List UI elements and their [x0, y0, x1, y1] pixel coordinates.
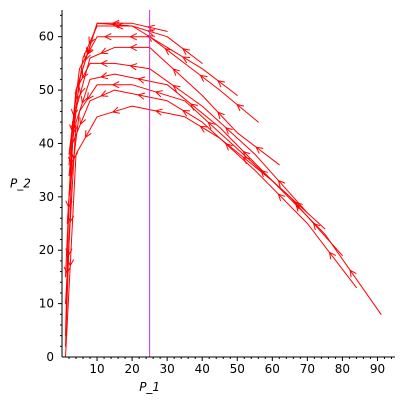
x-tick-label: 30 [160, 362, 175, 376]
trajectory-arrow [154, 108, 163, 116]
y-axis-label: P_2 [10, 177, 31, 191]
trajectory-arrow [79, 117, 86, 126]
y-tick-label: 60 [39, 30, 54, 44]
trajectory-arrow [199, 74, 208, 82]
trajectory-arrow [85, 47, 93, 56]
x-tick-label: 10 [89, 362, 104, 376]
axes [61, 10, 395, 358]
trajectory-line [65, 89, 357, 347]
trajectory-arrow [70, 125, 78, 134]
x-tick-label: 20 [124, 362, 139, 376]
trajectory-arrow [146, 35, 156, 42]
trajectory-arrow [137, 92, 146, 100]
trajectory-arrow [129, 43, 137, 51]
y-tick-label: 0 [46, 350, 54, 364]
trajectory-arrow [99, 59, 108, 67]
trajectory-arrow [225, 126, 233, 135]
trajectory-arrow [100, 90, 109, 97]
x-tick-label: 60 [265, 362, 280, 376]
y-tick-label: 20 [39, 243, 54, 257]
trajectory-arrow [207, 121, 216, 130]
trajectory-arrow [80, 95, 88, 104]
x-tick-label: 50 [230, 362, 245, 376]
trajectory-line [68, 22, 168, 176]
trajectory-arrow [217, 111, 225, 120]
trajectory-arrow [154, 90, 163, 98]
trajectory-arrow [181, 56, 191, 64]
x-tick-label: 70 [300, 362, 315, 376]
trajectory-arrow [81, 70, 89, 80]
trajectory-arrow [295, 201, 303, 210]
trajectory-arrow [86, 92, 94, 101]
trajectory-arrow [103, 33, 112, 41]
trajectory-arrow [78, 86, 86, 95]
trajectory-arrow [255, 146, 264, 154]
trajectory-arrow [172, 84, 181, 92]
trajectory-arrow [225, 142, 233, 151]
trajectory-arrow [115, 22, 124, 30]
trajectory-line [65, 46, 280, 278]
trajectory-arrow [129, 33, 137, 41]
y-tick-label: 40 [39, 136, 54, 150]
trajectory-arrow [181, 48, 190, 56]
trajectory-arrow [111, 81, 120, 89]
trajectory-arrow [260, 169, 268, 178]
trajectory-arrow [236, 103, 245, 112]
x-tick-label: 40 [195, 362, 210, 376]
trajectory-arrow [217, 80, 226, 88]
trajectory-arrow [181, 109, 191, 117]
trajectory-arrow [84, 130, 92, 139]
trajectory-arrow [328, 251, 336, 260]
trajectory-arrow [199, 125, 208, 133]
trajectory-arrow [242, 150, 251, 159]
x-tick-label: 80 [335, 362, 350, 376]
x-tick-label: 90 [370, 362, 385, 376]
trajectory-arrow [137, 76, 146, 84]
trajectory-arrow [100, 47, 109, 55]
trajectory-arrow [129, 63, 138, 71]
trajectory-arrow [349, 269, 357, 278]
trajectory-arrow [111, 19, 120, 27]
trajectory-arrow [312, 222, 321, 231]
trajectory-arrow [65, 200, 73, 209]
y-tick-label: 30 [39, 190, 54, 204]
trajectory-line [66, 62, 308, 224]
trajectory-line [65, 73, 326, 305]
trajectories [63, 19, 382, 358]
ticks: 10 20 30 40 50 60 70 80 90 0 10 20 30 40 50 60 [39, 14, 392, 376]
trajectory-arrow [172, 68, 181, 76]
trajectory-arrow [146, 24, 155, 32]
y-tick-label: 50 [39, 83, 54, 97]
y-tick-label: 10 [39, 297, 54, 311]
trajectory-arrow [111, 106, 120, 114]
trajectory-line [65, 105, 382, 358]
trajectory-arrow [88, 36, 95, 45]
trajectory-arrow [100, 72, 109, 80]
trajectory-arrow [277, 179, 286, 188]
trajectory-arrow [277, 193, 286, 202]
trajectory-arrow [189, 103, 198, 111]
x-axis-label: P_1 [139, 380, 160, 394]
